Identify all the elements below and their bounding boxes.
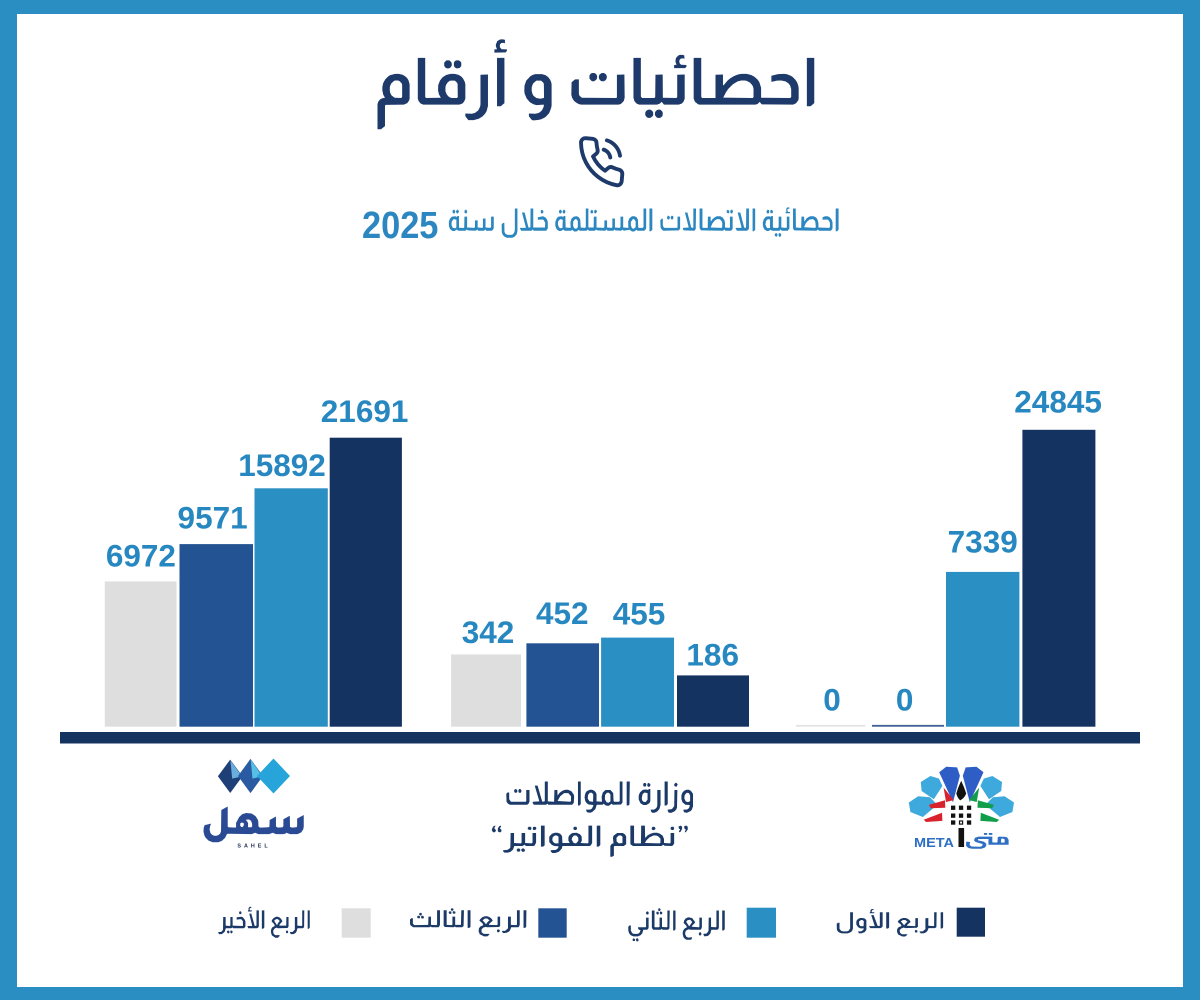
svg-text:7339: 7339 [948,523,1018,559]
svg-text:342: 342 [462,614,515,650]
svg-text:META: META [914,836,954,850]
svg-text:SAHEL: SAHEL [237,843,270,849]
svg-text:0: 0 [823,682,841,718]
svg-text:0: 0 [896,682,914,718]
svg-text:455: 455 [613,595,666,631]
svg-text:9571: 9571 [178,500,248,536]
svg-text:452: 452 [536,595,589,631]
svg-text:24845: 24845 [1014,383,1102,419]
svg-text:21691: 21691 [321,393,409,429]
svg-text:15892: 15892 [238,447,326,483]
svg-text:2025: 2025 [362,204,438,247]
svg-text:6972: 6972 [106,537,176,573]
svg-text:186: 186 [686,637,739,673]
